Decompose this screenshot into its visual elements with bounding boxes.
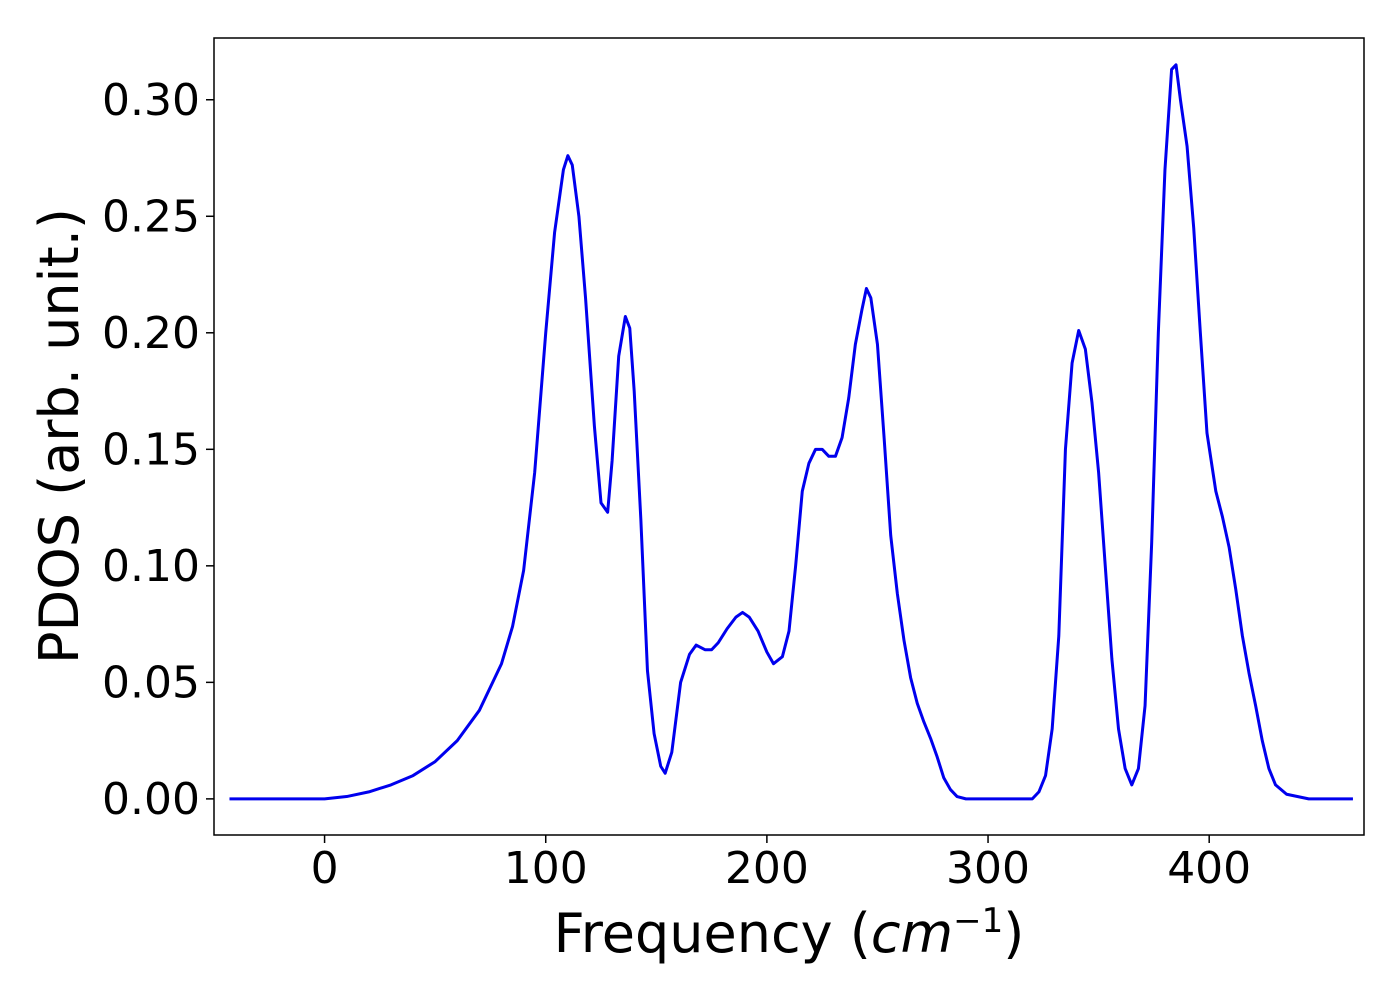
x-tick-label: 400 <box>1167 843 1251 894</box>
y-tick-label: 0.20 <box>102 308 200 359</box>
x-tick-label: 100 <box>504 843 588 894</box>
y-tick-label: 0.25 <box>102 191 200 242</box>
y-tick-label: 0.15 <box>102 424 200 475</box>
y-tick-label: 0.00 <box>102 774 200 825</box>
pdos-series-line <box>229 63 1353 801</box>
plot-background <box>214 38 1364 835</box>
x-axis-ticks: 0 100 200 300 400 <box>311 835 1251 894</box>
x-tick-label: 200 <box>725 843 809 894</box>
y-axis-title: PDOS (arb. unit.) <box>28 208 91 664</box>
y-axis-ticks: 0.00 0.05 0.10 0.15 0.20 0.25 0.30 <box>102 75 214 825</box>
y-tick-label: 0.05 <box>102 657 200 708</box>
y-tick-label: 0.10 <box>102 541 200 592</box>
x-tick-label: 300 <box>946 843 1030 894</box>
x-tick-label: 0 <box>311 843 339 894</box>
x-axis-title: Frequency (cm−1) <box>554 901 1025 965</box>
y-tick-label: 0.30 <box>102 75 200 126</box>
plot-frame <box>213 37 1365 836</box>
series-group <box>229 63 1353 801</box>
